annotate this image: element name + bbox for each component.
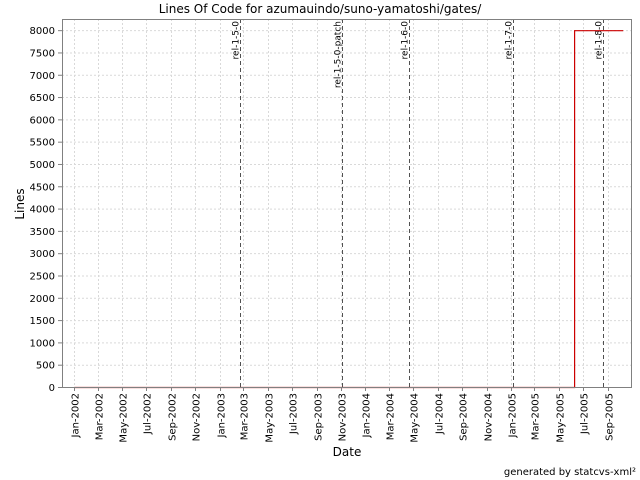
y-tick-label: 7000 (30, 71, 55, 82)
plot-border (62, 19, 632, 388)
x-tick-label: Mar-2005 (531, 393, 542, 440)
x-tick-label: Jul-2005 (580, 393, 591, 435)
y-tick-label: 8000 (30, 26, 55, 37)
release-marker-label: rel-1-6-0 (401, 21, 411, 60)
plot-area (62, 19, 632, 387)
x-tick-label: Nov-2003 (338, 393, 349, 441)
y-tick-label: 3000 (30, 249, 55, 260)
release-marker-label: rel-1-7-0 (505, 21, 515, 60)
x-tick-label: May-2004 (410, 393, 421, 443)
x-tick-label: Jul-2002 (143, 393, 154, 435)
release-markers: rel-1-5-0 rel-1-5-0-patch rel-1-6-0 rel-1-7… (232, 19, 605, 387)
x-tick-label: Jul-2003 (289, 393, 300, 435)
x-tick-label: Sep-2002 (168, 393, 179, 441)
release-marker-label: rel-1-8-0 (595, 21, 605, 60)
generator-credit: generated by statcvs-xml² (504, 467, 636, 478)
y-tick-label: 0 (49, 383, 55, 394)
x-tick-label: May-2005 (556, 393, 567, 443)
x-tick-label: Mar-2004 (386, 393, 397, 440)
y-tick-label: 3500 (30, 227, 55, 238)
x-tick-label: Sep-2003 (314, 393, 325, 441)
y-tick-label: 500 (36, 361, 55, 372)
y-tick-label: 1000 (30, 338, 55, 349)
x-tick-label: Sep-2005 (605, 393, 616, 441)
y-tick-label: 1500 (30, 316, 55, 327)
x-tick-label: Mar-2002 (95, 393, 106, 440)
y-tick-label: 2000 (30, 294, 55, 305)
x-tick-label: Jan-2004 (362, 393, 373, 438)
x-tick-label: Nov-2004 (484, 393, 495, 441)
axes: 0 500 1000 1500 2000 2500 3000 3500 4000 4500 5000… (30, 19, 632, 443)
x-axis-title: Date (333, 445, 362, 459)
y-tick-label: 5500 (30, 138, 55, 149)
release-marker-label: rel-1-5-0-patch (334, 21, 344, 88)
y-tick-label: 4000 (30, 205, 55, 216)
y-tick-label: 4500 (30, 182, 55, 193)
x-tick-label: Nov-2002 (192, 393, 203, 441)
x-tick-label: Mar-2003 (240, 393, 251, 440)
x-tick-label: Sep-2004 (459, 393, 470, 441)
x-tick-label: Jan-2003 (217, 393, 228, 438)
x-tick-label: Jan-2005 (508, 393, 519, 438)
chart-title: Lines Of Code for azumauindo/suno-yamato… (159, 2, 482, 16)
y-tick-label: 6000 (30, 115, 55, 126)
x-tick-label: Jan-2002 (71, 393, 82, 438)
release-marker-label: rel-1-5-0 (232, 21, 242, 60)
y-tick-label: 7500 (30, 48, 55, 59)
grid (62, 19, 632, 387)
y-tick-label: 2500 (30, 271, 55, 282)
y-axis-title: Lines (13, 188, 27, 219)
x-tick-label: May-2003 (265, 393, 276, 443)
y-tick-label: 5000 (30, 160, 55, 171)
x-tick-label: Jul-2004 (435, 393, 446, 435)
x-tick-label: May-2002 (119, 393, 130, 443)
y-tick-label: 6500 (30, 93, 55, 104)
